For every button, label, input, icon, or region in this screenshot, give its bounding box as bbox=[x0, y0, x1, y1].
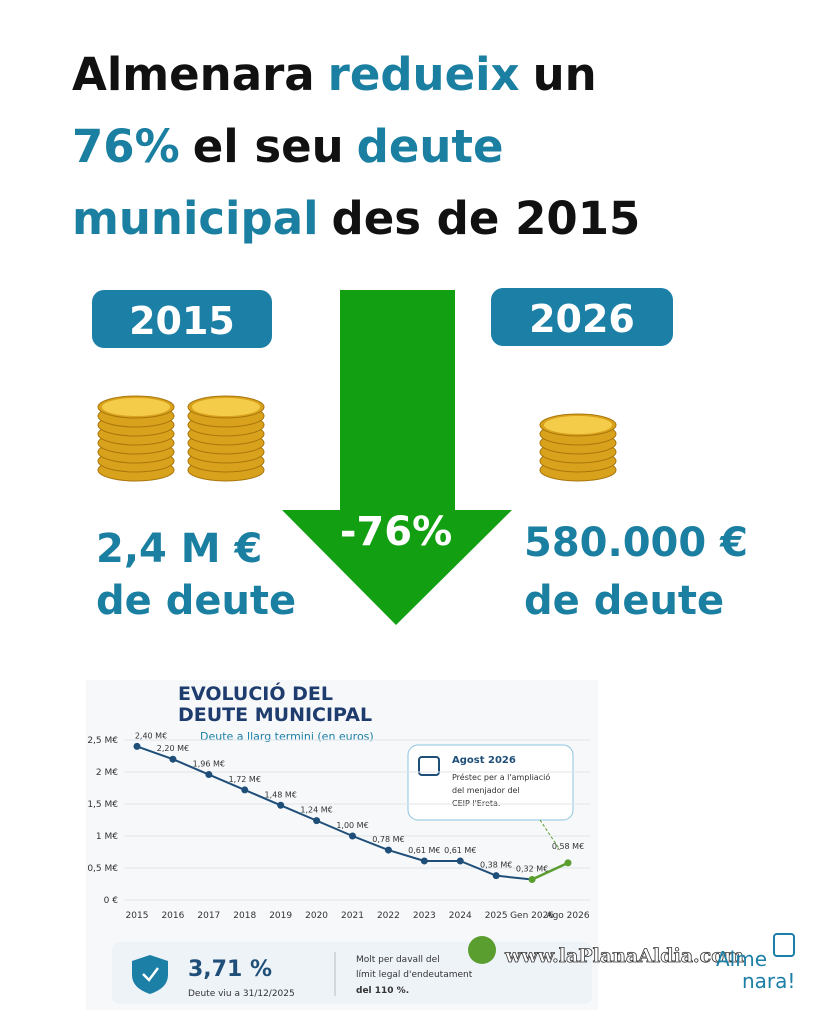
point bbox=[384, 846, 392, 854]
x-tick-label: 2022 bbox=[377, 911, 400, 921]
x-tick-label: 2023 bbox=[413, 911, 436, 921]
value-label: 2,20 M€ bbox=[157, 744, 189, 753]
coin-top bbox=[192, 398, 260, 416]
chart-title: DEUTE MUNICIPAL bbox=[178, 704, 372, 726]
year: 2026 bbox=[529, 297, 635, 341]
x-tick-label: 2018 bbox=[233, 911, 256, 921]
watermark-icon bbox=[468, 936, 496, 964]
y-tick-label: 1 M€ bbox=[96, 832, 118, 842]
headline: Almenara redueix un bbox=[72, 48, 597, 101]
annotation-text: Préstec per a l'ampliació bbox=[452, 772, 550, 782]
logo: nara! bbox=[742, 969, 795, 993]
headline-word: municipal bbox=[72, 192, 319, 245]
x-tick-label: 2024 bbox=[449, 911, 472, 921]
calendar-icon bbox=[418, 756, 440, 776]
year-badge bbox=[491, 288, 673, 346]
down-arrow bbox=[282, 290, 512, 625]
point bbox=[133, 742, 141, 750]
year: 2015 bbox=[129, 299, 235, 343]
point bbox=[420, 857, 428, 865]
value-label: 1,48 M€ bbox=[264, 790, 296, 799]
change-label: -76% bbox=[340, 509, 452, 555]
annotation-title: Agost 2026 bbox=[452, 755, 516, 766]
ratio-caption: Deute viu a 31/12/2025 bbox=[188, 989, 295, 999]
value-label: 0,32 M€ bbox=[516, 865, 548, 874]
coin-top bbox=[544, 416, 612, 434]
y-tick-label: 2 M€ bbox=[96, 768, 118, 778]
point bbox=[277, 801, 285, 809]
caption: de deute bbox=[524, 578, 724, 624]
value-label: 2,40 M€ bbox=[135, 731, 167, 740]
x-tick-label: 2015 bbox=[126, 911, 149, 921]
point bbox=[492, 872, 500, 880]
point bbox=[169, 755, 177, 763]
headline-word: Almenara bbox=[72, 48, 315, 101]
x-tick-label: 2020 bbox=[305, 911, 328, 921]
value-label: 0,61 M€ bbox=[408, 846, 440, 855]
value-label: 0,78 M€ bbox=[372, 835, 404, 844]
point bbox=[456, 857, 464, 865]
coin-top bbox=[102, 398, 170, 416]
footer-note: del 110 %. bbox=[356, 986, 409, 996]
headline-word: deute bbox=[357, 120, 504, 173]
x-tick-label: Ago 2026 bbox=[546, 911, 589, 921]
x-tick-label: Gen 2026 bbox=[510, 911, 554, 921]
footer-note: límit legal d'endeutament bbox=[356, 970, 473, 980]
x-tick-label: 2025 bbox=[485, 911, 508, 921]
point bbox=[205, 771, 213, 779]
value-label: 0,61 M€ bbox=[444, 846, 476, 855]
chart-title: EVOLUCIÓ DEL bbox=[178, 681, 333, 705]
x-tick-label: 2017 bbox=[197, 911, 220, 921]
value-label: 0,58 M€ bbox=[552, 842, 584, 851]
logo: Alme bbox=[716, 947, 767, 971]
value-label: 1,24 M€ bbox=[300, 806, 332, 815]
ratio: 3,71 % bbox=[188, 957, 272, 982]
caption: de deute bbox=[96, 578, 296, 624]
headline: municipal des de 2015 bbox=[72, 192, 640, 245]
point bbox=[564, 859, 572, 867]
point bbox=[313, 817, 321, 825]
logo-emblem bbox=[773, 933, 795, 957]
headline-word: un bbox=[533, 48, 597, 101]
year-badge bbox=[92, 290, 272, 348]
y-tick-label: 2,5 M€ bbox=[87, 736, 118, 746]
value-label: 1,72 M€ bbox=[229, 775, 261, 784]
y-tick-label: 0 € bbox=[104, 896, 119, 906]
x-tick-label: 2016 bbox=[161, 911, 184, 921]
headline: 76% el seu deute bbox=[72, 120, 503, 173]
point bbox=[528, 876, 536, 884]
headline-word: 76% bbox=[72, 120, 180, 173]
shield-icon bbox=[132, 955, 168, 994]
highlight-segment bbox=[531, 861, 569, 881]
amount: 580.000 € bbox=[524, 520, 748, 566]
headline-word: des de 2015 bbox=[332, 192, 641, 245]
annotation-text: del menjador del bbox=[452, 786, 520, 795]
chart-subtitle: Deute a llarg termini (en euros) bbox=[200, 730, 374, 743]
value-label: 1,96 M€ bbox=[193, 760, 225, 769]
y-tick-label: 1,5 M€ bbox=[87, 800, 118, 810]
amount: 2,4 M € bbox=[96, 526, 262, 572]
x-tick-label: 2019 bbox=[269, 911, 292, 921]
value-label: 1,00 M€ bbox=[336, 821, 368, 830]
y-tick-label: 0,5 M€ bbox=[87, 864, 118, 874]
footer-note: Molt per davall del bbox=[356, 955, 440, 965]
point bbox=[349, 832, 356, 840]
headline-word: redueix bbox=[328, 48, 520, 101]
value-label: 0,38 M€ bbox=[480, 861, 512, 870]
x-tick-label: 2021 bbox=[341, 911, 364, 921]
check-icon bbox=[142, 967, 159, 982]
headline-word: el seu bbox=[193, 120, 344, 173]
point bbox=[241, 786, 249, 794]
annotation-connector bbox=[539, 819, 561, 851]
watermark: www.laPlanaAldia.com bbox=[504, 945, 744, 967]
coins bbox=[97, 395, 617, 482]
annotation-box bbox=[407, 744, 574, 821]
